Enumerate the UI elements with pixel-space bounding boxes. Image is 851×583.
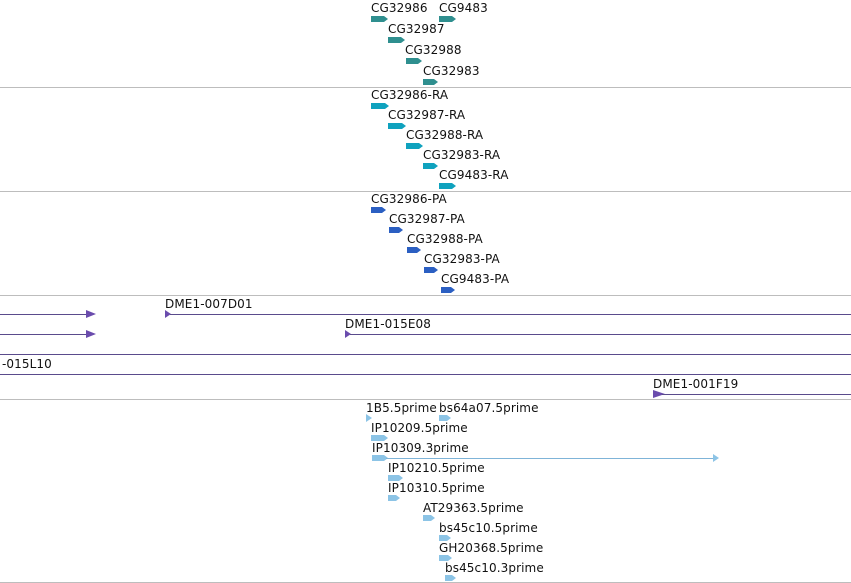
est-glyph[interactable] <box>445 575 456 581</box>
protein-label: CG32988-PA <box>407 232 483 246</box>
track-divider <box>0 399 851 400</box>
gene-glyph[interactable] <box>388 37 405 43</box>
est-label: IP10309.3prime <box>372 441 469 455</box>
clone-span-line[interactable] <box>350 334 851 335</box>
est-glyph[interactable] <box>439 415 451 421</box>
clone-arrow[interactable] <box>165 310 171 318</box>
est-label: 1B5.5prime <box>366 401 437 415</box>
protein-label: CG32986-PA <box>371 192 447 206</box>
gene-label: CG9483 <box>439 1 488 15</box>
clone-label: DME1-015E08 <box>345 317 431 331</box>
est-label: IP10310.5prime <box>388 481 485 495</box>
transcript-glyph[interactable] <box>388 123 406 129</box>
est-glyph[interactable] <box>371 435 388 441</box>
est-label: bs45c10.5prime <box>439 521 538 535</box>
transcript-label: CG32983-RA <box>423 148 501 162</box>
est-label: AT29363.5prime <box>423 501 524 515</box>
transcript-label: CG32987-RA <box>388 108 466 122</box>
clone-span-line[interactable] <box>170 314 851 315</box>
protein-glyph[interactable] <box>441 287 455 293</box>
est-label: IP10209.5prime <box>371 421 468 435</box>
est-span-line[interactable] <box>386 458 714 459</box>
protein-glyph[interactable] <box>389 227 403 233</box>
clone-span-line[interactable] <box>0 334 90 335</box>
gene-label: CG32987 <box>388 22 445 36</box>
gene-glyph[interactable] <box>371 16 388 22</box>
gene-glyph[interactable] <box>406 58 422 64</box>
transcript-glyph[interactable] <box>371 103 389 109</box>
clone-span-line[interactable] <box>662 394 851 395</box>
clone-arrow[interactable] <box>86 310 96 318</box>
est-glyph[interactable] <box>388 495 400 501</box>
transcript-glyph[interactable] <box>406 143 423 149</box>
clone-span-line[interactable] <box>0 314 90 315</box>
est-glyph[interactable] <box>439 535 451 541</box>
gene-label: CG32986 <box>371 1 428 15</box>
gene-label: CG32988 <box>405 43 462 57</box>
clone-span-line[interactable] <box>0 374 851 375</box>
protein-glyph[interactable] <box>407 247 421 253</box>
clone-label: -015L10 <box>2 357 52 371</box>
clone-span-line[interactable] <box>0 354 851 355</box>
track-divider <box>0 87 851 88</box>
protein-glyph[interactable] <box>424 267 438 273</box>
clone-label: DME1-001F19 <box>653 377 739 391</box>
gene-glyph[interactable] <box>423 79 438 85</box>
est-glyph[interactable] <box>439 555 452 561</box>
gene-label: CG32983 <box>423 64 480 78</box>
est-label: bs64a07.5prime <box>439 401 539 415</box>
clone-arrow[interactable] <box>653 390 665 398</box>
est-label: IP10210.5prime <box>388 461 485 475</box>
protein-label: CG32987-PA <box>389 212 465 226</box>
est-glyph[interactable] <box>423 515 435 521</box>
track-divider <box>0 191 851 192</box>
est-glyph[interactable] <box>372 455 388 461</box>
clone-label: DME1-007D01 <box>165 297 253 311</box>
transcript-label: CG32986-RA <box>371 88 449 102</box>
track-divider <box>0 295 851 296</box>
protein-label: CG32983-PA <box>424 252 500 266</box>
transcript-glyph[interactable] <box>439 183 456 189</box>
transcript-label: CG9483-RA <box>439 168 509 182</box>
clone-arrow[interactable] <box>345 330 351 338</box>
transcript-label: CG32988-RA <box>406 128 484 142</box>
est-glyph[interactable] <box>366 414 372 422</box>
transcript-glyph[interactable] <box>423 163 438 169</box>
est-label: bs45c10.3prime <box>445 561 544 575</box>
clone-arrow[interactable] <box>86 330 96 338</box>
protein-glyph[interactable] <box>371 207 386 213</box>
protein-label: CG9483-PA <box>441 272 510 286</box>
est-label: GH20368.5prime <box>439 541 544 555</box>
gene-glyph[interactable] <box>439 16 456 22</box>
est-glyph[interactable] <box>388 475 403 481</box>
est-arrow[interactable] <box>713 454 719 462</box>
